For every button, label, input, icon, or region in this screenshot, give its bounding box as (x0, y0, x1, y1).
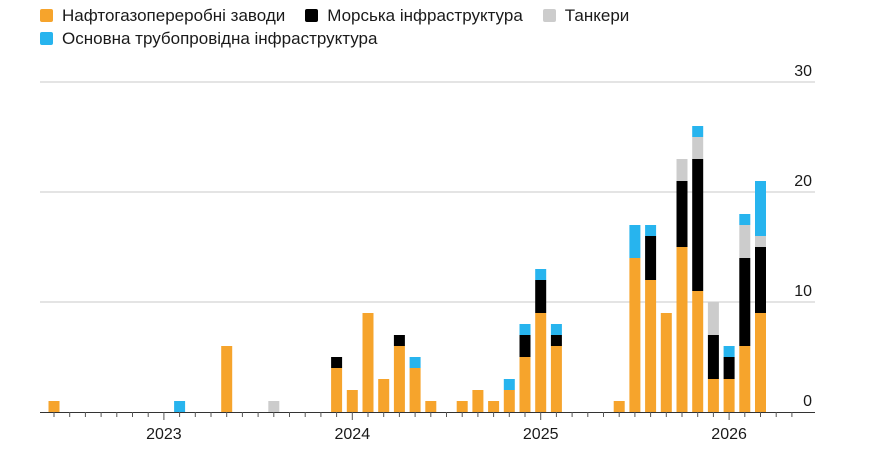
bar-segment (550, 335, 562, 346)
bar-segment (174, 401, 186, 412)
bar-segment (268, 401, 280, 412)
bar-segment (409, 368, 421, 412)
legend-swatch-refineries (40, 9, 53, 22)
legend-swatch-maritime (305, 9, 319, 22)
y-tick-label: 0 (803, 393, 812, 410)
legend-swatch-tankers (542, 9, 556, 22)
y-axis-ticks: 0 10 20 30 (794, 63, 812, 410)
bar-segment (755, 181, 766, 236)
x-tick-label: 2026 (711, 426, 747, 443)
legend-item-refineries: Нафтогазопереробні заводи (40, 6, 285, 26)
bar-segment (409, 357, 421, 368)
bar-segment (676, 159, 688, 181)
bar-segment (488, 401, 500, 412)
x-axis: 2023 2024 2025 2026 (40, 412, 815, 443)
bar-segment (331, 357, 343, 368)
bar-segment (550, 346, 562, 412)
bar-segment (393, 346, 405, 412)
y-tick-label: 10 (794, 283, 812, 300)
legend-swatch-pipelines (40, 32, 53, 45)
bar-segment (550, 324, 562, 335)
bar-segment (629, 225, 641, 258)
bar-segment (503, 390, 515, 412)
bar-segment (692, 291, 704, 412)
bar-segment (692, 126, 704, 137)
bar-segment (660, 313, 672, 412)
bar-segment (519, 357, 531, 412)
bar-segment (755, 236, 766, 247)
bar-segment (645, 280, 657, 412)
x-tick-label: 2024 (335, 426, 371, 443)
y-tick-label: 30 (794, 63, 812, 80)
bar-segment (739, 214, 751, 225)
bar-segment (535, 280, 547, 313)
bar-segment (503, 379, 515, 390)
bar-segment (707, 302, 719, 335)
bar-segment (629, 258, 641, 412)
bar-segment (221, 346, 233, 412)
bar-segment (535, 269, 547, 280)
x-tick-label: 2025 (523, 426, 559, 443)
bar-segment (723, 379, 735, 412)
legend-label-tankers: Танкери (564, 5, 630, 25)
bar-segment (519, 324, 531, 335)
y-tick-label: 20 (794, 173, 812, 190)
bar-segment (362, 313, 374, 412)
bar-segment (755, 247, 766, 313)
bar-segment (331, 368, 343, 412)
bar-segment (707, 379, 719, 412)
bar-segment (48, 401, 60, 412)
legend-label-maritime: Морська інфраструктура (327, 5, 523, 25)
legend-row-1: Нафтогазопереробні заводи Морська інфрас… (40, 4, 860, 27)
legend-row-2: Основна трубопровідна інфраструктура (40, 27, 860, 50)
bar-segment (645, 236, 657, 280)
bar-segment (692, 137, 704, 159)
bar-segment (378, 379, 390, 412)
legend-label-pipelines: Основна трубопровідна інфраструктура (62, 28, 378, 48)
bars (48, 126, 766, 412)
bar-segment (535, 313, 547, 412)
bar-segment (519, 335, 531, 357)
bar-segment (676, 181, 688, 247)
bar-segment (707, 335, 719, 379)
bar-segment (723, 346, 735, 357)
bar-segment (425, 401, 437, 412)
bar-segment (739, 346, 751, 412)
bar-segment (739, 225, 751, 258)
bar-segment (739, 258, 751, 346)
bar-segment (723, 357, 735, 379)
bar-segment (692, 159, 704, 291)
bar-segment (645, 225, 657, 236)
x-tick-label: 2023 (146, 426, 182, 443)
bar-segment (346, 390, 358, 412)
bar-segment (393, 335, 405, 346)
legend-item-pipelines: Основна трубопровідна інфраструктура (40, 29, 377, 49)
legend-item-tankers: Танкери (542, 5, 630, 26)
legend-label-refineries: Нафтогазопереробні заводи (62, 5, 286, 25)
bar-segment (472, 390, 484, 412)
bar-segment (755, 313, 766, 412)
legend-item-maritime: Морська інфраструктура (305, 6, 523, 26)
bar-segment (456, 401, 468, 412)
bar-segment (676, 247, 688, 412)
bar-segment (613, 401, 625, 412)
legend: Нафтогазопереробні заводи Морська інфрас… (40, 4, 860, 50)
